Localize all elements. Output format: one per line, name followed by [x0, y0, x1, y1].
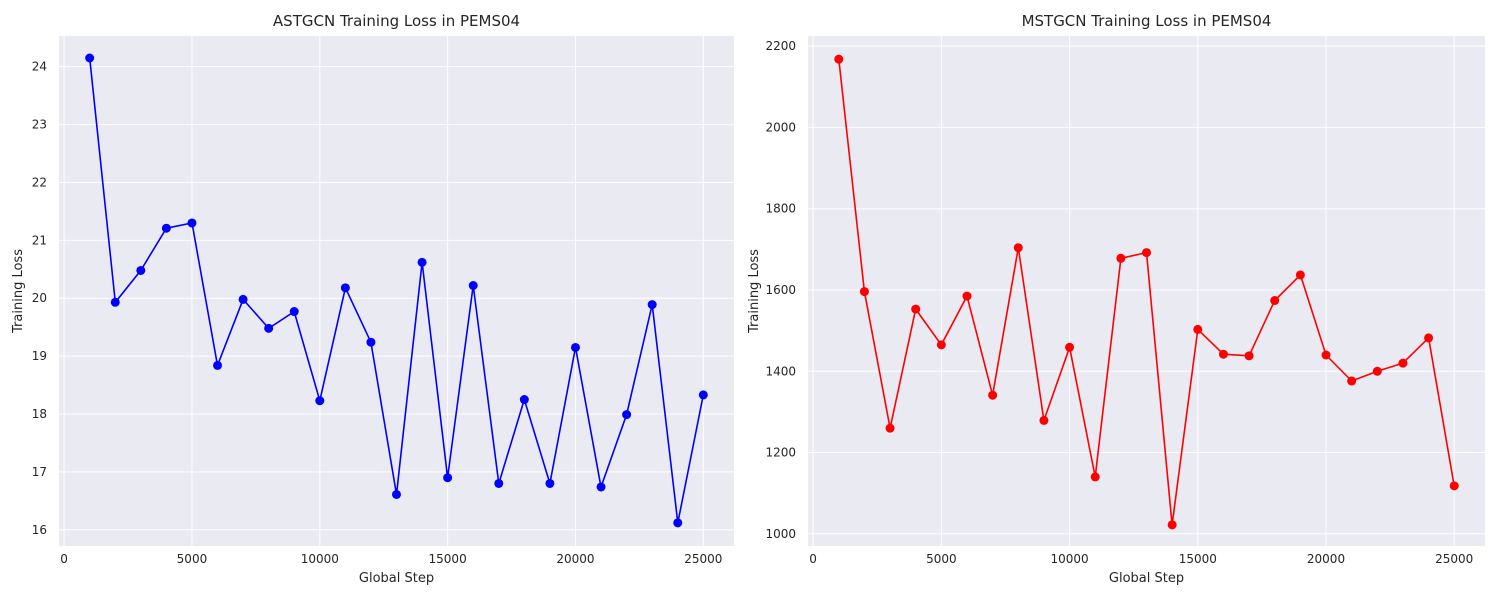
data-point [85, 53, 95, 63]
data-point [1218, 349, 1228, 359]
data-point [1372, 366, 1382, 376]
data-point [596, 482, 606, 492]
data-point [1065, 342, 1075, 352]
data-point [1167, 520, 1177, 530]
data-point [545, 478, 555, 488]
x-tick-label: 10000 [1050, 552, 1088, 566]
data-point [622, 410, 632, 420]
y-tick-label: 1400 [765, 364, 796, 378]
data-point [136, 265, 146, 275]
x-tick-label: 20000 [1307, 552, 1345, 566]
data-point [962, 291, 972, 301]
data-point [1116, 253, 1126, 263]
data-point [885, 423, 895, 433]
x-tick-label: 20000 [556, 552, 594, 566]
y-axis-label: Training Loss [747, 249, 762, 334]
y-tick-label: 23 [32, 118, 47, 132]
data-point [366, 337, 376, 347]
y-tick-label: 22 [32, 175, 47, 189]
y-tick-label: 18 [32, 407, 47, 421]
data-point [392, 489, 401, 499]
x-tick-label: 10000 [301, 552, 339, 566]
data-point [1270, 296, 1280, 306]
data-point [1244, 351, 1254, 361]
data-point [1398, 358, 1408, 368]
data-point [698, 390, 708, 400]
data-point [1449, 481, 1459, 491]
x-tick-label: 25000 [1435, 552, 1473, 566]
data-point [1321, 350, 1331, 360]
y-axis-label: Training Loss [11, 249, 26, 334]
data-point [494, 478, 504, 488]
chart-title: ASTGCN Training Loss in PEMS04 [273, 12, 520, 30]
x-tick-label: 15000 [1179, 552, 1217, 566]
y-tick-label: 2200 [765, 39, 796, 53]
chart-title: MSTGCN Training Loss in PEMS04 [1022, 12, 1272, 30]
data-point [110, 297, 120, 307]
data-point [417, 257, 427, 267]
data-point [859, 287, 869, 297]
data-point [1039, 415, 1049, 425]
data-point [315, 396, 325, 406]
y-tick-label: 17 [32, 465, 47, 479]
y-tick-label: 1800 [765, 202, 796, 216]
data-point [264, 323, 274, 333]
plot-area [808, 36, 1485, 546]
data-point [911, 304, 921, 314]
y-tick-label: 1000 [765, 527, 796, 541]
data-point [1013, 243, 1023, 253]
x-tick-label: 15000 [429, 552, 467, 566]
data-point [161, 223, 171, 233]
x-tick-label: 5000 [177, 552, 208, 566]
x-tick-label: 5000 [926, 552, 957, 566]
data-point [570, 342, 580, 352]
data-point [289, 307, 299, 317]
data-point [1347, 376, 1357, 386]
data-point [468, 281, 478, 291]
x-axis-label: Global Step [359, 571, 434, 586]
y-tick-label: 1200 [765, 446, 796, 460]
x-axis-label: Global Step [1109, 571, 1184, 586]
data-point [936, 340, 946, 350]
y-tick-label: 16 [32, 523, 47, 537]
y-tick-label: 2000 [765, 120, 796, 134]
data-point [443, 473, 453, 483]
x-tick-label: 25000 [684, 552, 722, 566]
data-point [988, 390, 998, 400]
data-point [673, 518, 683, 528]
x-tick-label: 0 [60, 552, 68, 566]
data-point [340, 283, 350, 293]
y-tick-label: 24 [32, 60, 47, 74]
y-tick-label: 21 [32, 233, 47, 247]
y-tick-label: 1600 [765, 283, 796, 297]
y-tick-label: 19 [32, 349, 47, 363]
data-point [647, 300, 657, 310]
y-tick-label: 20 [32, 291, 47, 305]
data-point [187, 218, 197, 228]
data-point [834, 54, 844, 64]
data-point [1295, 270, 1305, 280]
x-tick-label: 0 [809, 552, 817, 566]
data-point [1090, 472, 1100, 482]
mstgcn-chart: 0 5000 10000 15000 20000 25000 1000 1200 1400 16… [747, 12, 1485, 586]
data-point [519, 395, 529, 405]
data-point [1142, 248, 1151, 258]
data-point [1193, 324, 1203, 334]
astgcn-chart: 0 5000 10000 15000 20000 25000 16 17 18 19 20 21 22… [11, 12, 734, 586]
plot-area [59, 36, 734, 546]
data-point [238, 294, 248, 304]
data-point [213, 360, 223, 370]
data-point [1424, 333, 1434, 343]
